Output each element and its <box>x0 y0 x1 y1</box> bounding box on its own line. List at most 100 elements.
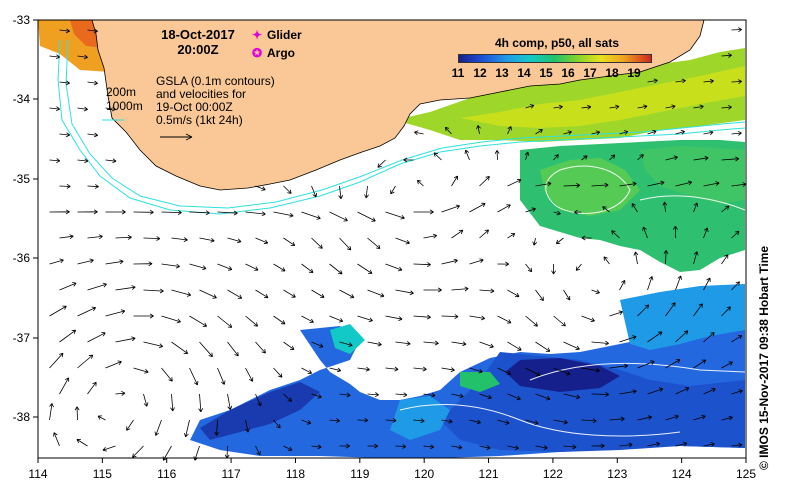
velocity-arrow <box>497 315 512 324</box>
argo-marker-icon: ✪ <box>252 46 263 60</box>
velocity-arrow <box>647 129 657 135</box>
velocity-arrow <box>161 263 180 269</box>
velocity-arrow <box>49 54 60 60</box>
velocity-arrow <box>507 126 512 135</box>
velocity-arrow <box>189 367 199 386</box>
velocity-arrow <box>367 392 379 398</box>
velocity-arrow <box>126 419 134 431</box>
velocity-arrow <box>433 152 442 161</box>
velocity-arrow <box>255 237 269 245</box>
velocity-arrow <box>357 366 370 372</box>
velocity-arrow <box>731 442 743 448</box>
velocity-arrow <box>469 202 486 213</box>
velocity-arrow <box>609 310 623 317</box>
velocity-arrow <box>329 315 344 323</box>
velocity-arrow <box>703 227 709 239</box>
velocity-arrow <box>731 230 740 239</box>
velocity-arrow <box>451 229 464 239</box>
velocity-arrow <box>507 393 521 401</box>
velocity-arrow <box>647 180 665 187</box>
velocity-arrow <box>413 418 425 424</box>
velocity-arrow <box>535 341 551 352</box>
velocity-arrow <box>301 315 314 323</box>
velocity-arrow <box>143 288 164 294</box>
velocity-arrow <box>535 393 551 401</box>
velocity-arrow <box>423 287 442 293</box>
velocity-arrow <box>97 415 106 421</box>
velocity-arrow <box>273 263 286 272</box>
lat-tick-label: -33 <box>13 13 31 27</box>
velocity-arrow <box>413 262 431 267</box>
velocity-arrow <box>581 104 592 110</box>
velocity-arrow <box>721 205 730 213</box>
velocity-arrow <box>245 315 259 327</box>
velocity-arrow <box>479 341 494 349</box>
velocity-arrow <box>469 419 481 425</box>
lon-tick-label: 122 <box>543 467 563 481</box>
velocity-arrow <box>77 158 89 164</box>
velocity-arrow <box>609 416 625 422</box>
velocity-arrow <box>171 237 188 242</box>
velocity-arrow <box>535 289 544 301</box>
velocity-arrow <box>74 406 80 421</box>
velocity-arrow <box>283 185 292 194</box>
velocity-arrow <box>675 129 685 135</box>
velocity-arrow <box>451 286 469 292</box>
velocity-arrow <box>581 155 588 161</box>
velocity-arrow <box>184 419 190 438</box>
isobaths <box>57 39 746 215</box>
velocity-arrow <box>102 445 116 452</box>
lon-tick-label: 115 <box>93 467 112 481</box>
velocity-arrow <box>357 417 369 423</box>
velocity-arrow <box>497 261 510 267</box>
velocity-arrow <box>357 263 373 274</box>
velocity-arrow <box>273 419 281 429</box>
velocity-arrow <box>535 129 543 135</box>
velocity-arrow <box>59 377 70 395</box>
velocity-arrow <box>591 182 609 188</box>
velocity-arrow <box>591 130 601 136</box>
velocity-arrow <box>441 367 455 373</box>
velocity-arrow <box>311 237 323 249</box>
velocity-arrow <box>255 341 266 354</box>
velocity-arrow <box>731 281 740 291</box>
colorbar-title: 4h comp, p50, all sats <box>494 36 620 50</box>
velocity-arrow <box>49 209 70 215</box>
velocity-arrow <box>609 104 620 110</box>
velocity-arrow <box>189 315 208 327</box>
velocity-arrow <box>385 211 405 220</box>
velocity-arrow <box>469 315 486 321</box>
velocity-arrow <box>329 367 342 373</box>
lon-tick-label: 123 <box>607 467 627 481</box>
velocity-arrow <box>665 104 676 110</box>
velocity-arrow <box>143 393 149 407</box>
gsla-line3: 19-Oct 00:00Z <box>156 100 233 114</box>
velocity-arrow <box>693 251 699 265</box>
velocity-arrow <box>377 159 386 168</box>
velocity-arrow <box>479 229 489 239</box>
velocity-arrow <box>115 391 126 396</box>
velocity-arrow <box>703 130 714 136</box>
velocity-arrow <box>217 210 238 216</box>
velocity-arrow <box>170 393 175 412</box>
velocity-arrow <box>551 263 556 275</box>
velocity-arrow <box>217 367 226 385</box>
velocity-arrow <box>311 341 324 348</box>
velocity-arrow <box>675 441 688 447</box>
velocity-arrow <box>339 237 352 251</box>
velocity-arrow <box>525 315 538 327</box>
lat-tick-label: -36 <box>13 251 31 265</box>
velocity-arrow <box>273 315 286 325</box>
velocity-arrow <box>395 341 411 346</box>
velocity-arrow <box>227 237 242 244</box>
velocity-arrow <box>245 419 250 433</box>
velocity-arrow <box>53 432 60 447</box>
velocity-arrow <box>367 289 385 298</box>
velocity-arrow <box>385 366 399 372</box>
velocity-arrow <box>619 181 637 187</box>
velocity-arrow <box>574 209 582 215</box>
velocity-arrow <box>49 106 60 112</box>
velocity-arrow <box>555 237 564 245</box>
velocity-arrow <box>329 418 340 424</box>
gsla-line2: and velocities for <box>156 87 247 101</box>
